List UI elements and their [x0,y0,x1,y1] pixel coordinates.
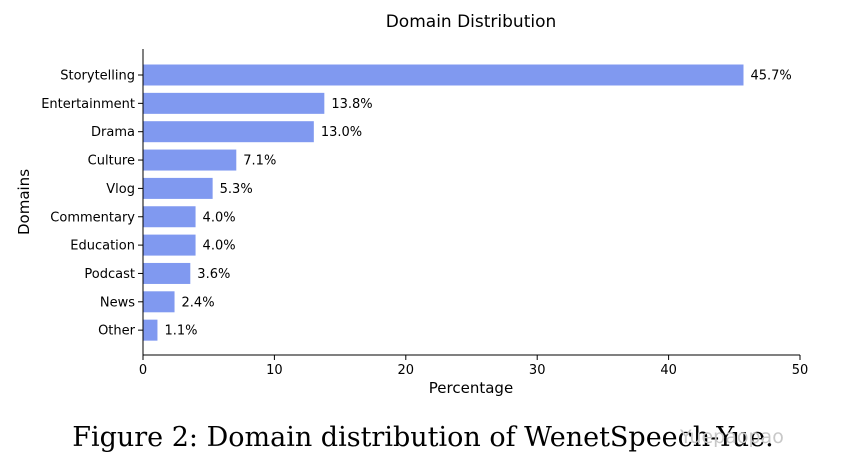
y-axis-label: Domains [15,169,33,235]
bar-commentary [143,206,196,228]
category-label-culture: Culture [88,154,135,169]
bars: 45.7% 13.8% 13.0% 7.1% 5.3% 4.0% 4.0% 3.6% 2.4% 1… [143,64,792,341]
x-tick-label-50: 50 [792,363,809,378]
value-label-commentary: 4.0% [203,210,236,225]
value-label-vlog: 5.3% [220,182,253,197]
x-tick-label-10: 10 [266,363,283,378]
value-label-podcast: 3.6% [197,267,230,282]
domain-distribution-chart: Domain Distribution 45.7% 13.8% 13.0% 7.1% 5… [15,12,808,397]
category-label-entertainment: Entertainment [41,97,135,112]
bar-drama [143,121,314,143]
category-label-drama: Drama [91,125,135,140]
figure-caption: Figure 2: Domain distribution of WenetSp… [72,422,774,453]
bar-culture [143,149,237,171]
category-label-vlog: Vlog [106,182,135,197]
x-axis-ticks: 0 10 20 30 40 50 [139,355,808,378]
value-label-storytelling: 45.7% [750,69,791,84]
category-label-news: News [100,295,135,310]
category-label-storytelling: Storytelling [60,69,135,84]
bar-education [143,234,196,256]
category-label-commentary: Commentary [50,210,135,225]
value-label-education: 4.0% [203,239,236,254]
x-tick-label-40: 40 [660,363,677,378]
bar-other [143,319,158,341]
chart-title: Domain Distribution [386,12,557,32]
x-tick-label-0: 0 [139,363,147,378]
category-label-other: Other [98,324,136,339]
category-label-podcast: Podcast [84,267,135,282]
category-labels: Storytelling Entertainment Drama Culture Vlo… [41,69,143,339]
bar-entertainment [143,92,325,114]
category-label-education: Education [70,239,135,254]
bar-news [143,291,175,313]
bar-storytelling [143,64,744,86]
watermark: Yuepaopao [680,426,784,448]
value-label-entertainment: 13.8% [331,97,372,112]
bar-vlog [143,177,213,199]
x-axis-label: Percentage [429,379,513,397]
bar-podcast [143,262,191,284]
value-label-drama: 13.0% [321,125,362,140]
value-label-other: 1.1% [164,324,197,339]
value-label-news: 2.4% [182,295,215,310]
x-tick-label-30: 30 [529,363,546,378]
value-label-culture: 7.1% [243,154,276,169]
x-tick-label-20: 20 [398,363,415,378]
